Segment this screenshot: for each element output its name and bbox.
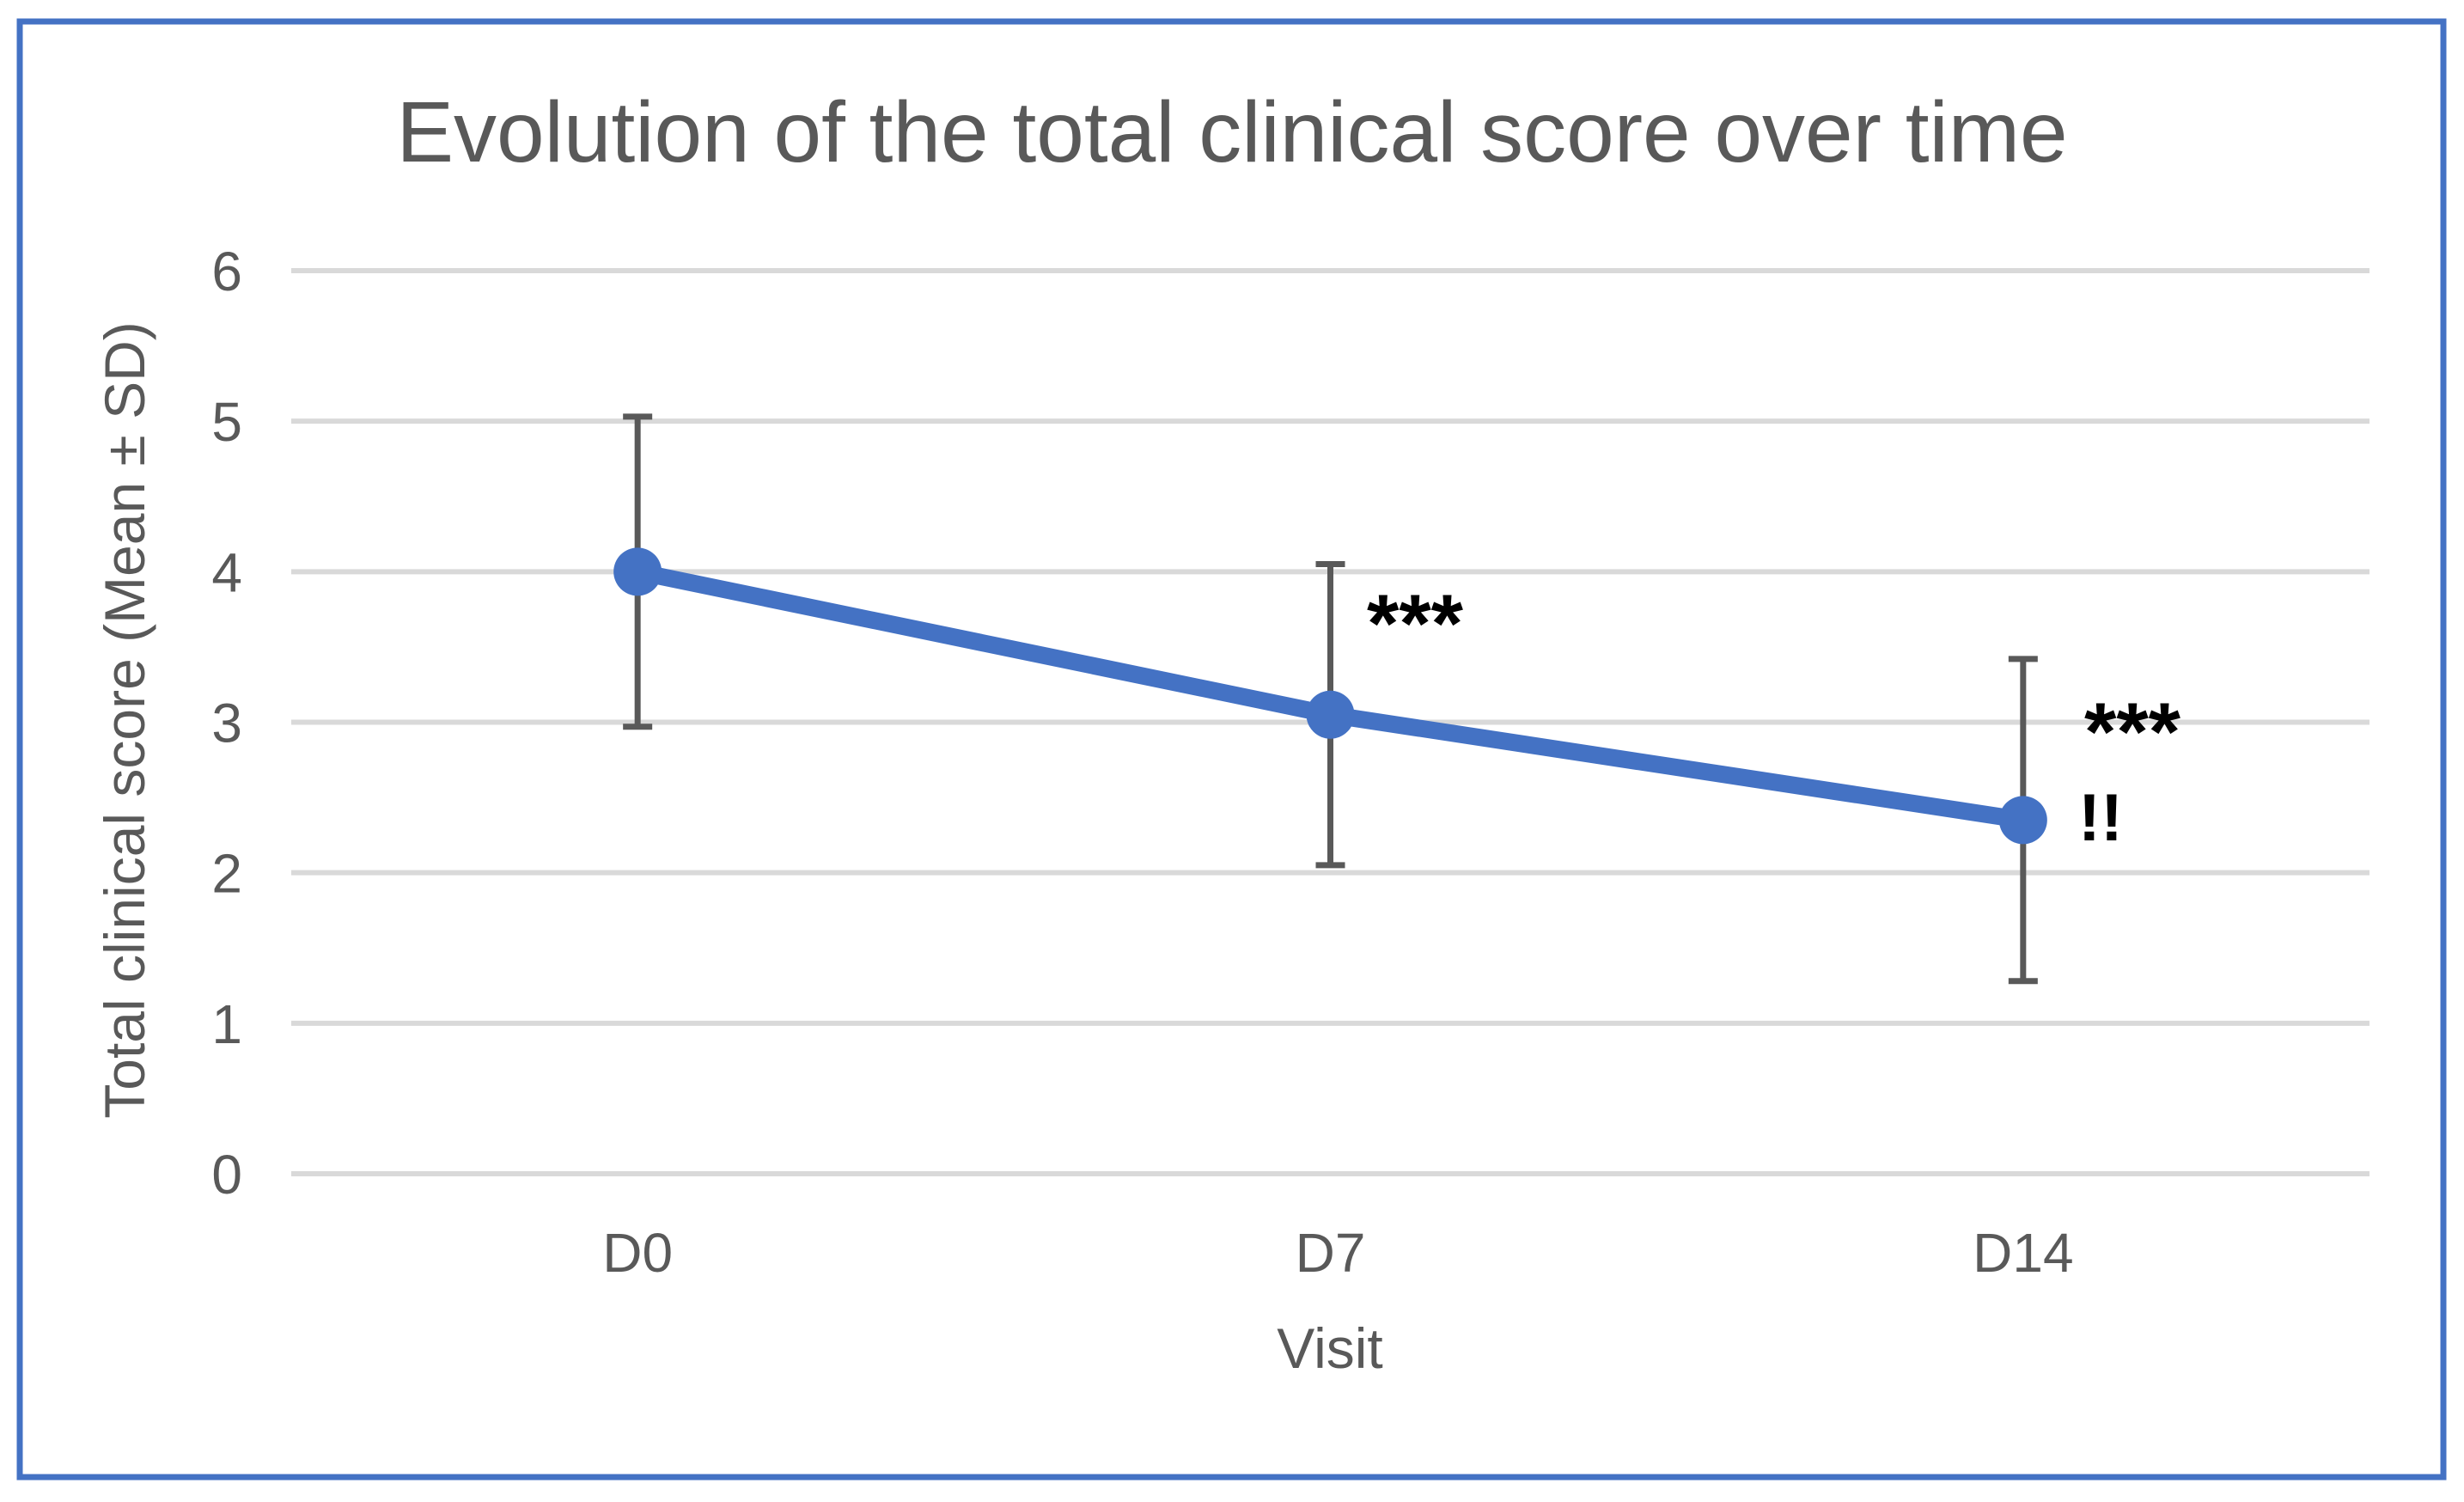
y-tick-label: 3 (211, 692, 242, 754)
figure-border-frame (16, 18, 2447, 1481)
x-category-label: D7 (1296, 1222, 1366, 1284)
y-tick-label: 2 (211, 843, 242, 905)
y-tick-label: 1 (211, 993, 242, 1055)
significance-annotations: *** ***!! (1367, 578, 2181, 856)
y-axis-title: Total clinical score (Mean ± SD) (93, 321, 156, 1119)
x-category-label: D14 (1973, 1222, 2073, 1284)
data-point-marker (1306, 690, 1355, 739)
data-point-marker (1998, 796, 2047, 845)
data-point-marker (613, 547, 662, 596)
y-tick-label: 0 (211, 1144, 242, 1206)
x-axis-category-labels: D0 D7 D14 (602, 1222, 2073, 1284)
y-tick-label: 4 (211, 541, 242, 603)
annotation-stars: *** (1367, 578, 1464, 670)
annotation-stars: *** (2084, 687, 2181, 778)
y-axis-tick-labels: 0 1 2 3 4 5 6 (211, 241, 242, 1206)
chart-title: Evolution of the total clinical score ov… (396, 84, 2067, 180)
data-point-markers (613, 547, 2047, 845)
x-category-label: D0 (602, 1222, 673, 1284)
y-tick-label: 6 (211, 241, 242, 302)
annotation-exclamation: !! (2078, 779, 2123, 855)
y-tick-label: 5 (211, 391, 242, 453)
x-axis-title: Visit (1277, 1316, 1383, 1380)
